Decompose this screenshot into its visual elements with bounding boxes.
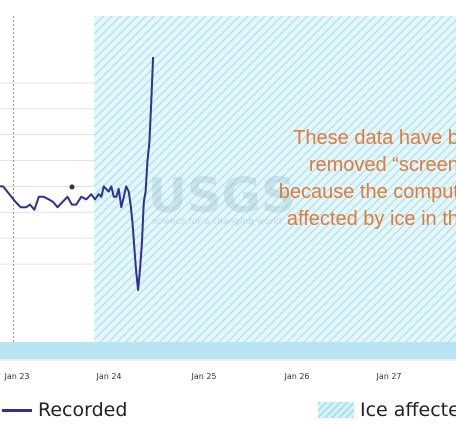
watermark-subtitle: science for a changing world bbox=[152, 217, 281, 227]
annotation-line: These data have be bbox=[293, 127, 456, 149]
x-tick-label: Jan 27 bbox=[375, 372, 401, 381]
x-tick-label: Jan 24 bbox=[95, 372, 121, 381]
ice-annotation: These data have be removed “screene becaus… bbox=[279, 127, 456, 230]
ice-affected-region bbox=[94, 16, 456, 342]
legend-item-ice: Ice affecte bbox=[318, 396, 456, 424]
ice-timeline-bar bbox=[0, 342, 456, 359]
legend-label-ice: Ice affecte bbox=[360, 399, 456, 421]
legend-label-recorded: Recorded bbox=[38, 399, 128, 421]
legend-line-icon bbox=[2, 408, 32, 412]
watermark: USGS science for a changing world bbox=[148, 168, 296, 227]
x-tick-label: Jan 26 bbox=[283, 372, 309, 381]
x-tick-label: Jan 25 bbox=[190, 372, 216, 381]
x-tick-label: Jan 23 bbox=[3, 372, 29, 381]
legend-hatch-icon bbox=[318, 402, 354, 418]
series-line-recorded bbox=[0, 56, 155, 291]
x-axis-ticks: Jan 23 Jan 24 Jan 25 Jan 26 Jan 27 bbox=[3, 372, 401, 381]
watermark-text: USGS bbox=[148, 168, 296, 224]
data-point-marker bbox=[69, 184, 75, 190]
annotation-line: removed “screene bbox=[309, 154, 456, 176]
annotation-line: affected by ice in the bbox=[287, 208, 456, 230]
legend-item-recorded: Recorded bbox=[2, 396, 127, 424]
annotation-line: because the computa bbox=[279, 181, 456, 203]
